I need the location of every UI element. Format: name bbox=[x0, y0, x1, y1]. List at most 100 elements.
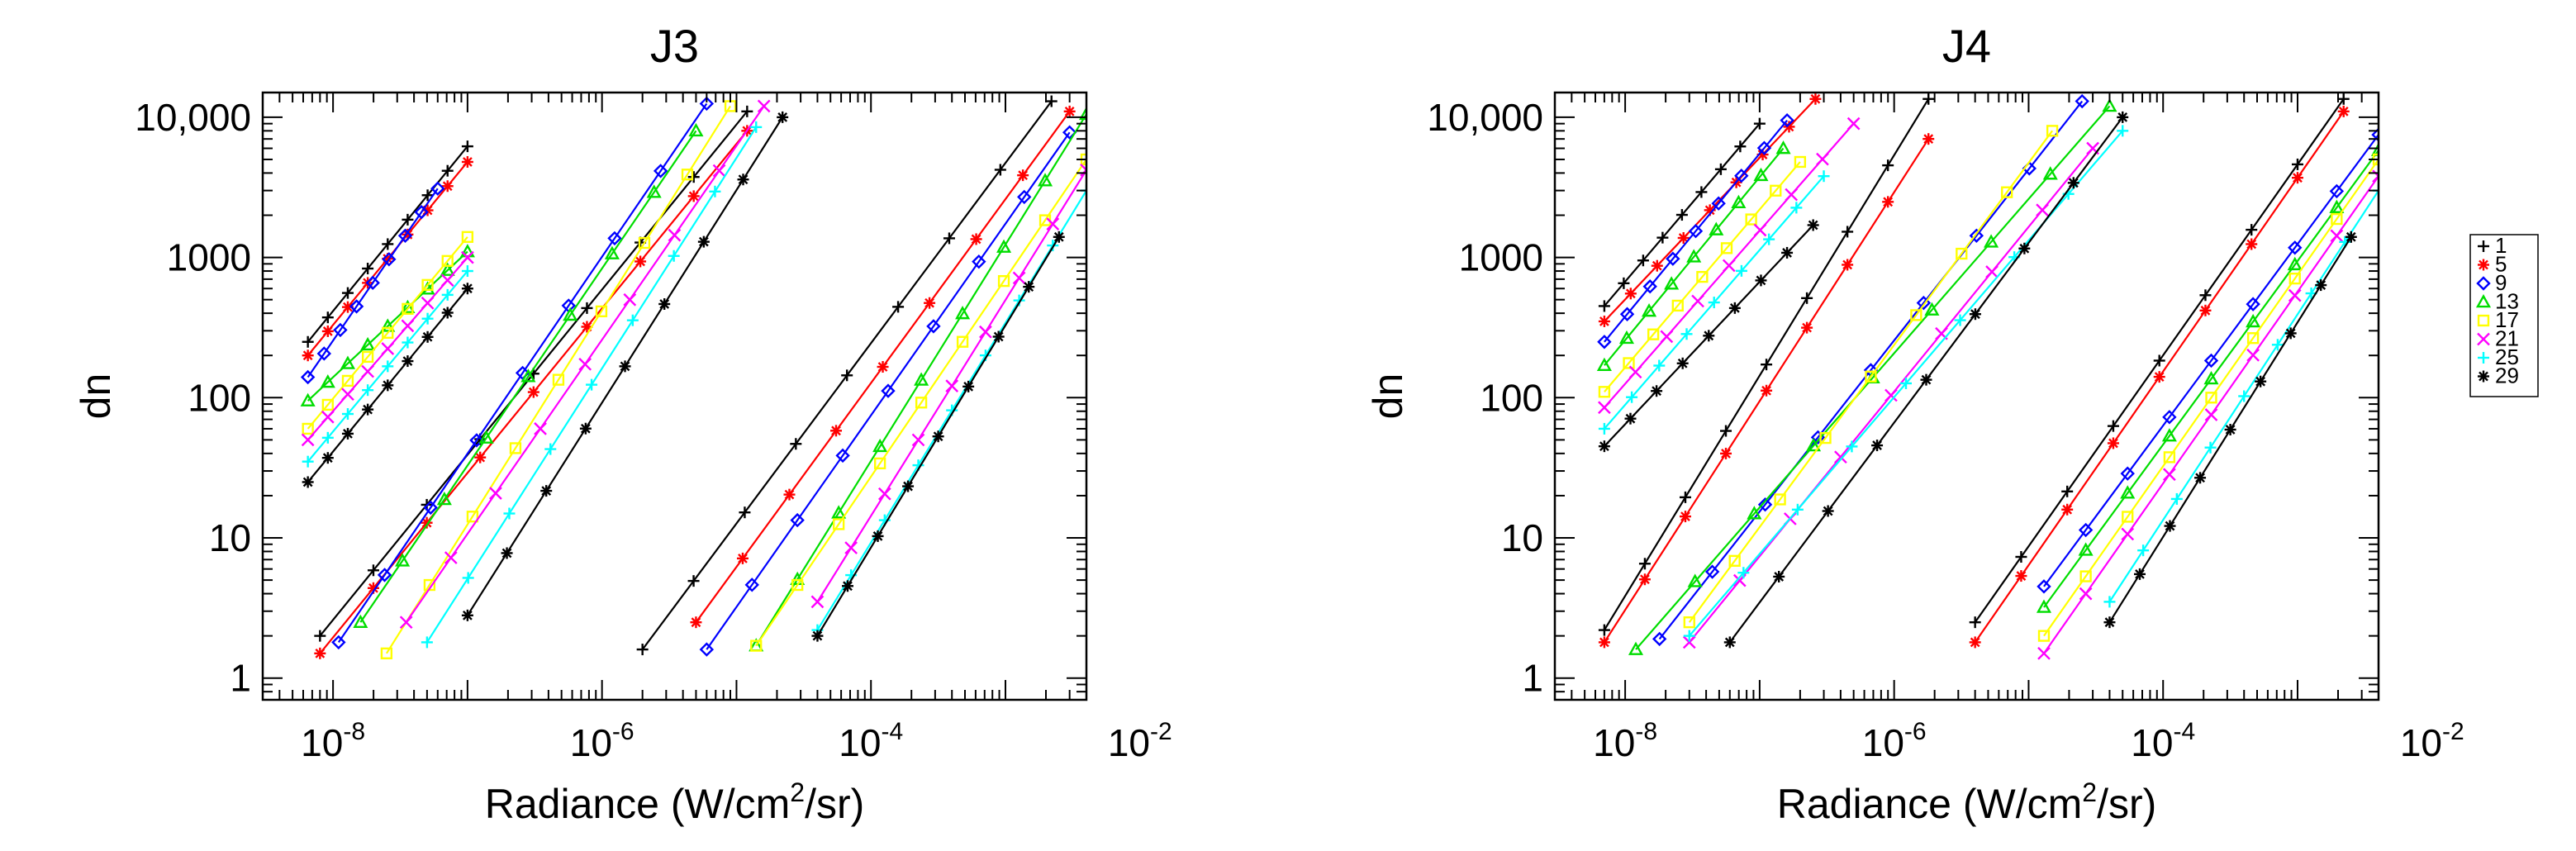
data-point-g1-s29-5 bbox=[658, 297, 671, 310]
data-point-g2-s17-4 bbox=[915, 397, 928, 409]
data-point-g1-s13-4 bbox=[520, 368, 536, 383]
data-point-g2-s21-2 bbox=[2121, 527, 2135, 541]
chart-title: J4 bbox=[1942, 20, 1991, 72]
data-point-g2-s1-1 bbox=[2015, 551, 2027, 563]
data-point-g2-s1-2 bbox=[2061, 485, 2074, 497]
data-point-g2-s9-5 bbox=[2246, 297, 2260, 311]
data-point-g1-s25-8 bbox=[2117, 125, 2129, 137]
data-point-g1-s5-0 bbox=[314, 647, 326, 659]
data-point-g0-s21-8 bbox=[1846, 116, 1861, 131]
data-point-g1-s29-0 bbox=[1723, 636, 1736, 649]
data-point-g1-s9-4 bbox=[515, 365, 530, 381]
plot-area bbox=[300, 95, 1086, 659]
data-point-g0-s29-4 bbox=[382, 379, 394, 392]
plot-area bbox=[1596, 93, 2379, 660]
data-point-g1-s17-2 bbox=[466, 511, 479, 523]
data-point-g1-s5-3 bbox=[1720, 447, 1732, 459]
data-point-g2-s13-4 bbox=[2203, 371, 2219, 385]
data-point-g2-s13-5 bbox=[955, 306, 971, 320]
data-point-g0-s21-7 bbox=[1816, 152, 1829, 166]
data-point-g1-s1-2 bbox=[1679, 491, 1691, 503]
legend-label: 17 bbox=[2495, 307, 2519, 332]
data-point-g2-s13-3 bbox=[872, 438, 888, 453]
data-point-g2-s13-1 bbox=[2078, 542, 2094, 556]
fit-line-g0-s9 bbox=[307, 188, 439, 378]
data-point-g1-s25-0 bbox=[421, 636, 433, 649]
fit-line-g2-s13 bbox=[755, 113, 1086, 647]
data-point-g0-s13-7 bbox=[1753, 167, 1769, 182]
data-point-g0-s17-3 bbox=[361, 350, 374, 364]
data-point-g0-s9-3 bbox=[1666, 251, 1680, 266]
data-point-g2-s21-6 bbox=[1012, 271, 1026, 285]
data-point-g1-s17-7 bbox=[2001, 186, 2013, 198]
data-point-g0-s5-8 bbox=[461, 155, 473, 168]
data-point-g1-s13-1 bbox=[1687, 573, 1703, 587]
data-point-g2-s1-6 bbox=[2246, 224, 2258, 236]
data-point-g2-s17-6 bbox=[997, 274, 1010, 288]
data-point-g2-s29-0 bbox=[2103, 616, 2116, 629]
legend-label: 25 bbox=[2495, 345, 2519, 369]
data-point-g1-s5-4 bbox=[1761, 384, 1773, 397]
data-point-g0-s13-0 bbox=[1596, 357, 1612, 371]
data-point-g2-s17-0 bbox=[2037, 630, 2051, 642]
data-point-g0-s29-8 bbox=[461, 283, 473, 295]
data-point-g1-s21-3 bbox=[1834, 450, 1847, 464]
data-point-g1-s13-8 bbox=[2102, 97, 2117, 112]
data-point-g0-s5-1 bbox=[321, 325, 334, 337]
data-point-g1-s25-7 bbox=[709, 185, 721, 197]
data-point-g0-s9-2 bbox=[1642, 279, 1657, 294]
data-point-g2-s5-4 bbox=[877, 361, 889, 373]
data-point-g2-s21-2 bbox=[877, 487, 891, 501]
data-point-g1-s1-8 bbox=[741, 105, 753, 117]
data-point-g1-s13-5 bbox=[1924, 302, 1940, 316]
data-point-g2-s5-6 bbox=[2246, 238, 2258, 250]
data-point-g1-s17-6 bbox=[638, 236, 651, 250]
data-point-g0-s29-7 bbox=[441, 307, 454, 319]
data-point-g2-s29-5 bbox=[2255, 375, 2267, 387]
data-point-g0-s1-6 bbox=[1714, 163, 1727, 175]
data-point-g0-s17-8 bbox=[1794, 155, 1807, 169]
data-point-g2-s13-6 bbox=[996, 239, 1012, 253]
data-point-g1-s9-3 bbox=[469, 433, 484, 448]
data-point-g2-s1-3 bbox=[2107, 420, 2119, 432]
data-point-g0-s29-8 bbox=[1807, 219, 1819, 231]
data-point-g0-s1-7 bbox=[441, 164, 454, 177]
data-point-g1-s1-0 bbox=[1598, 624, 1610, 636]
data-point-g0-s5-1 bbox=[1624, 288, 1637, 300]
data-point-g0-s21-5 bbox=[1753, 223, 1767, 237]
data-point-g2-s13-8 bbox=[1078, 106, 1086, 121]
data-point-g0-s25-4 bbox=[1708, 297, 1720, 309]
data-point-g1-s21-7 bbox=[712, 164, 726, 178]
data-point-g1-s21-8 bbox=[757, 99, 771, 113]
data-point-g0-s13-1 bbox=[320, 374, 335, 388]
data-point-g2-s5-3 bbox=[830, 425, 843, 437]
data-point-g0-s9-4 bbox=[365, 275, 380, 291]
data-point-g2-s29-1 bbox=[2133, 568, 2146, 580]
data-point-g2-s21-0 bbox=[810, 595, 825, 609]
legend-label: 13 bbox=[2495, 289, 2519, 314]
data-point-g0-s17-7 bbox=[1770, 184, 1782, 197]
data-point-g1-s25-6 bbox=[668, 250, 680, 262]
data-point-g0-s5-3 bbox=[1677, 232, 1690, 245]
data-point-g0-s17-4 bbox=[1696, 270, 1709, 283]
fit-line-g1-s13 bbox=[359, 130, 697, 623]
data-point-g0-s13-5 bbox=[1709, 221, 1724, 235]
data-point-g1-s25-1 bbox=[1737, 567, 1750, 579]
data-point-g1-s17-5 bbox=[595, 305, 608, 317]
data-point-g2-s9-4 bbox=[2203, 353, 2219, 368]
data-point-g0-s5-2 bbox=[1651, 259, 1663, 272]
data-point-g0-s17-8 bbox=[461, 231, 474, 243]
y-tick-label: 10,000 bbox=[135, 96, 251, 139]
data-point-g1-s17-4 bbox=[552, 373, 565, 386]
data-point-g0-s21-2 bbox=[1660, 330, 1674, 344]
data-point-g2-s13-0 bbox=[2036, 599, 2052, 613]
data-point-g2-s25-5 bbox=[2271, 339, 2284, 351]
data-point-g2-s21-7 bbox=[1046, 217, 1060, 231]
data-point-g1-s17-0 bbox=[1683, 616, 1695, 629]
data-point-g2-s25-3 bbox=[2204, 441, 2217, 454]
data-point-g1-s1-4 bbox=[1761, 359, 1773, 371]
data-point-g0-s5-6 bbox=[421, 204, 434, 216]
data-point-g1-s1-5 bbox=[581, 302, 593, 314]
data-point-g1-s17-8 bbox=[2046, 125, 2059, 137]
